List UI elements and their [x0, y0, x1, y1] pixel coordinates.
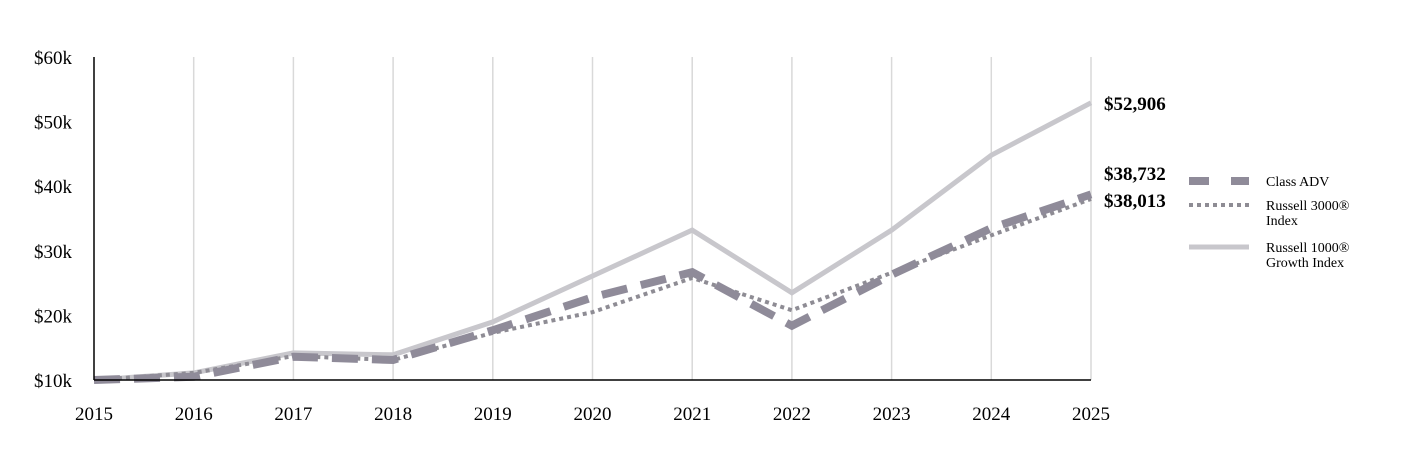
legend-label: Class ADV [1266, 175, 1329, 190]
end-value-labels: $38,732 $38,013 $52,906 [1104, 94, 1166, 212]
x-tick-label: 2025 [1072, 404, 1110, 425]
legend-label: Growth Index [1266, 256, 1344, 271]
y-tick-label: $40k [34, 177, 73, 198]
x-tick-label: 2019 [474, 404, 512, 425]
x-tick-labels: 2015 2016 2017 2018 2019 2020 2021 2022 2023 2024… [75, 404, 1110, 425]
y-tick-label: $10k [34, 371, 73, 392]
legend: Class ADV Russell 3000®Index Russell 1000®… [1189, 175, 1350, 271]
x-tick-label: 2016 [175, 404, 213, 425]
x-tick-label: 2023 [873, 404, 911, 425]
x-tick-label: 2015 [75, 404, 113, 425]
x-tick-label: 2022 [773, 404, 811, 425]
legend-label: Russell 1000® [1266, 241, 1350, 256]
x-tick-label: 2017 [274, 404, 312, 425]
legend-label: Russell 3000® [1266, 199, 1350, 214]
end-value-label: $38,732 [1104, 164, 1166, 185]
x-tick-label: 2020 [574, 404, 612, 425]
y-tick-label: $20k [34, 306, 73, 327]
y-tick-label: $30k [34, 242, 73, 263]
gridlines [192, 57, 1092, 380]
end-value-label: $52,906 [1104, 94, 1166, 115]
series-lines [93, 100, 1093, 384]
series-line-dashed [93, 190, 1093, 384]
x-tick-label: 2018 [374, 404, 412, 425]
y-tick-labels: $10k $20k $30k $40k $50k $60k [34, 48, 73, 392]
x-tick-label: 2021 [673, 404, 711, 425]
series-line-dotted [93, 197, 1092, 382]
y-tick-label: $50k [34, 113, 73, 134]
x-tick-label: 2024 [972, 404, 1011, 425]
y-tick-label: $60k [34, 48, 73, 69]
end-value-label: $38,013 [1104, 191, 1166, 212]
legend-label: Index [1266, 214, 1298, 229]
